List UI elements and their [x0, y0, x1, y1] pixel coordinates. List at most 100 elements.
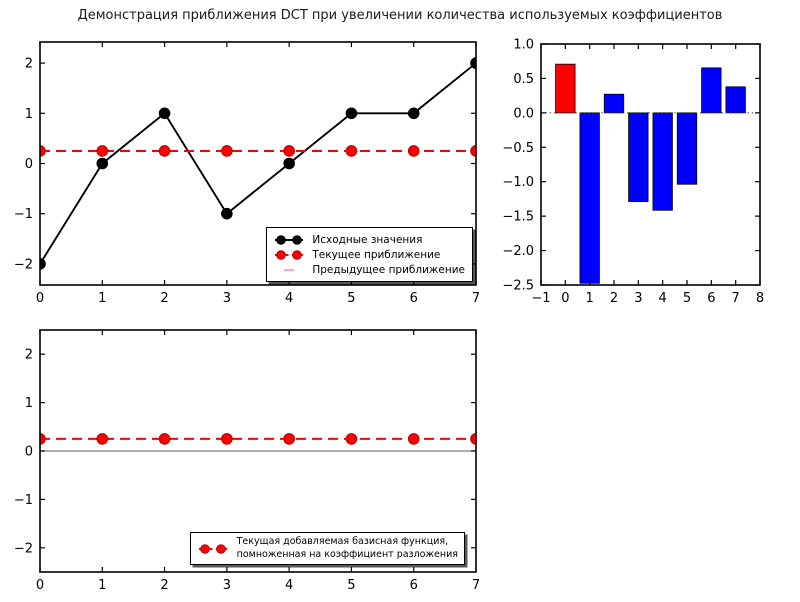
- data-point-marker: [283, 145, 295, 157]
- data-point-marker: [470, 145, 476, 157]
- x-tick-label: 3: [634, 291, 642, 306]
- y-tick-label: −1.5: [502, 210, 534, 225]
- data-point-marker: [407, 433, 420, 445]
- signal-series-0-line: [40, 62, 476, 265]
- data-point-marker: [158, 145, 171, 157]
- x-tick-label: 0: [36, 578, 44, 593]
- data-point-marker: [158, 433, 171, 445]
- coefficient-bar-0: [555, 63, 576, 114]
- x-tick-label: 1: [98, 291, 106, 306]
- signal-plot-area: [40, 57, 476, 270]
- data-point-marker: [345, 433, 358, 445]
- y-tick-label: −1: [14, 493, 33, 508]
- x-tick-label: 2: [160, 578, 168, 593]
- y-tick-label: 1: [25, 396, 33, 411]
- data-point-marker: [407, 145, 420, 157]
- data-point-marker: [470, 433, 476, 445]
- x-tick-label: 2: [160, 291, 168, 306]
- pink-dash-icon: [284, 268, 295, 271]
- y-tick-label: −1.0: [502, 175, 534, 190]
- data-point-marker: [283, 433, 295, 445]
- x-tick-label: 1: [98, 578, 106, 593]
- data-point-marker: [96, 145, 109, 157]
- y-tick-label: −2: [14, 541, 33, 556]
- y-tick-label: 2: [25, 348, 33, 363]
- data-point-marker: [96, 433, 109, 445]
- legend-label-previous-approximation: Предыдущее приближение: [312, 263, 465, 276]
- x-tick-label: 4: [285, 578, 293, 593]
- basis-plot-area: [40, 433, 476, 452]
- red-dash-dots-icon: [198, 543, 227, 554]
- legend-label-original-values: Исходные значения: [312, 233, 423, 246]
- data-point-marker: [158, 107, 171, 120]
- legend-item-original-values: Исходные значения: [273, 232, 465, 247]
- legend-marker-dot: [215, 543, 226, 554]
- y-tick-label: −2.0: [502, 244, 534, 259]
- x-tick-label: 3: [223, 291, 231, 306]
- x-tick-label: 7: [732, 291, 740, 306]
- signal-tick-labels: 0 1 2 3 4 5 6 7 −2 −1 0 1 2: [14, 57, 480, 306]
- x-tick-label: 6: [410, 291, 418, 306]
- x-tick-label: 2: [610, 291, 618, 306]
- data-point-marker: [345, 107, 358, 120]
- legend-label-basis-line1: Текущая добавляемая базисная функция,: [236, 536, 449, 547]
- coefficient-bar-4: [652, 112, 673, 211]
- coefficient-bar-5: [676, 112, 698, 185]
- x-tick-label: 0: [36, 291, 44, 306]
- legend-marker-dot: [199, 543, 210, 554]
- data-point-marker: [96, 157, 109, 170]
- figure-title: Демонстрация приближения DCT при увеличе…: [77, 8, 723, 23]
- x-tick-label: 7: [472, 578, 480, 593]
- legend-marker-dot: [276, 249, 287, 260]
- x-tick-label: 5: [347, 291, 355, 306]
- coefficient-bar-3: [628, 112, 649, 202]
- x-tick-label: −1: [531, 291, 550, 306]
- legend-basis-function: Текущая добавляемая базисная функция, по…: [189, 532, 465, 565]
- y-tick-label: 0.5: [513, 72, 534, 87]
- y-tick-label: 0: [25, 157, 33, 172]
- coefficients-plot-area: [541, 63, 760, 284]
- legend-approximation: Исходные значения Текущее приближение Пр…: [266, 227, 473, 282]
- x-tick-label: 5: [683, 291, 691, 306]
- coefficient-bar-6: [701, 67, 722, 114]
- data-point-marker: [221, 433, 233, 445]
- x-tick-label: 5: [347, 578, 355, 593]
- coefficient-bar-1: [579, 112, 600, 284]
- x-tick-label: 3: [223, 578, 231, 593]
- coefficient-bar-7: [725, 86, 746, 114]
- x-tick-label: 8: [756, 291, 764, 306]
- x-tick-label: 7: [472, 291, 480, 306]
- red-dash-dots-icon: [275, 249, 304, 260]
- y-tick-label: −0.5: [502, 141, 534, 156]
- y-tick-label: −1: [14, 207, 33, 222]
- legend-item-basis-function: Текущая добавляемая базисная функция, по…: [237, 536, 458, 561]
- legend-item-current-approximation: Текущее приближение: [273, 247, 465, 262]
- basis-ticks: [39, 330, 477, 572]
- legend-marker-dot: [292, 249, 303, 260]
- y-tick-label: 0.0: [513, 106, 534, 121]
- data-point-marker: [221, 145, 233, 157]
- x-tick-label: 4: [285, 291, 293, 306]
- y-tick-label: −2: [14, 257, 33, 272]
- black-line-dots-icon: [275, 234, 304, 245]
- legend-label-current-approximation: Текущее приближение: [312, 248, 441, 261]
- x-tick-label: 4: [659, 291, 667, 306]
- legend-label-basis-line2: помноженная на коэффициент разложения: [236, 548, 458, 560]
- coefficient-bar-2: [603, 93, 625, 114]
- legend-marker-dot: [276, 234, 287, 245]
- x-tick-label: 1: [586, 291, 594, 306]
- coefficients-tick-labels: −1 0 1 2 3 4 5 6 7 8 1.0 0.5 0.0 −0.5 −1.0 −1.5 −2.0 −2.5: [502, 38, 764, 307]
- legend-marker-dot: [292, 234, 303, 245]
- x-tick-label: 6: [410, 578, 418, 593]
- y-tick-label: 0: [25, 445, 33, 460]
- y-tick-label: 1.0: [513, 38, 534, 53]
- x-tick-label: 6: [707, 291, 715, 306]
- data-point-marker: [221, 207, 233, 220]
- data-point-marker: [407, 107, 420, 120]
- data-point-marker: [345, 145, 358, 157]
- coefficients-ticks: [540, 43, 761, 286]
- basis-tick-labels: 0 1 2 3 4 5 6 7 −2 −1 0 1 2: [14, 348, 480, 593]
- y-tick-label: 1: [25, 107, 33, 122]
